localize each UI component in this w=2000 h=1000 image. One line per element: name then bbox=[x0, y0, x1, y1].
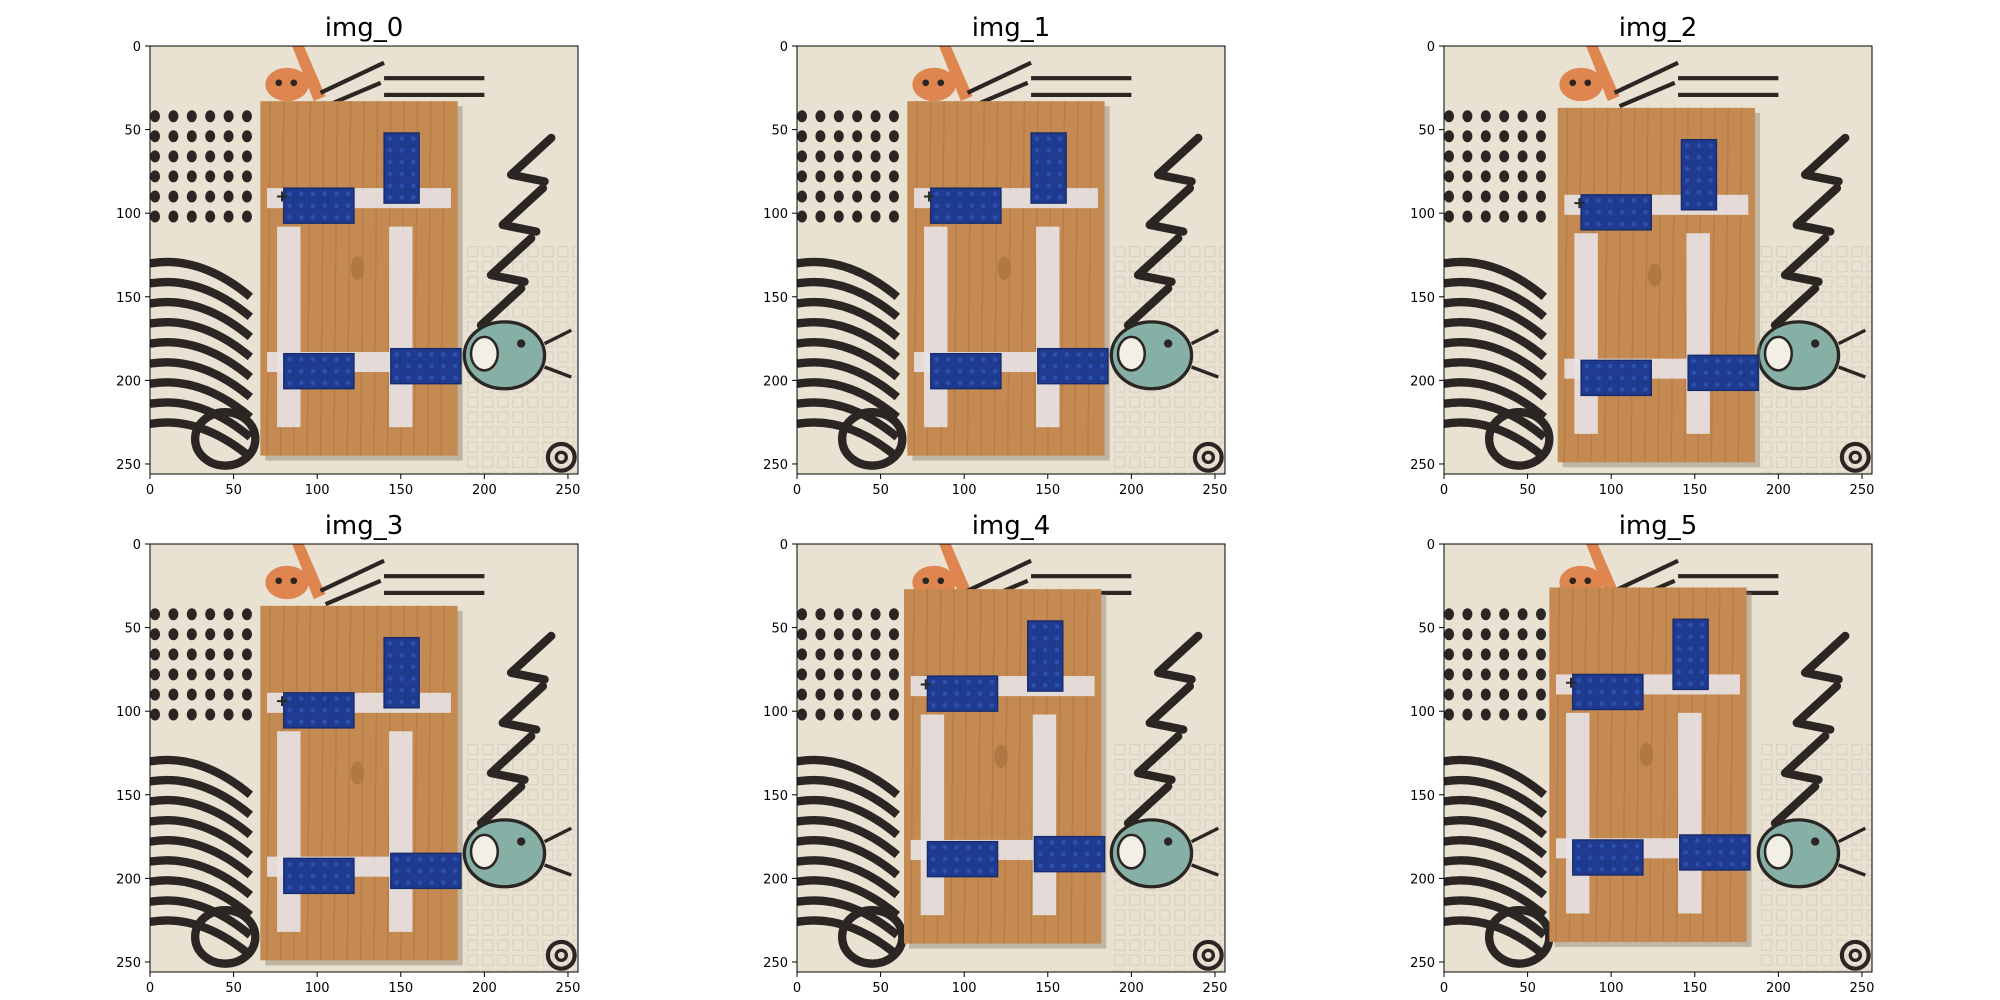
y-tick-label: 250 bbox=[116, 956, 141, 971]
axes-frame bbox=[796, 45, 1226, 475]
x-tick-label: 200 bbox=[1119, 483, 1144, 498]
y-tick-label: 200 bbox=[1410, 374, 1435, 389]
x-tick-label: 100 bbox=[1599, 981, 1624, 996]
x-tick-label: 150 bbox=[1035, 981, 1060, 996]
y-tick-label: 0 bbox=[133, 40, 141, 55]
y-tick-label: 0 bbox=[780, 538, 788, 553]
x-tick-label: 0 bbox=[793, 981, 801, 996]
y-tick-label: 200 bbox=[763, 374, 788, 389]
y-tick-label: 0 bbox=[1427, 538, 1435, 553]
y-tick-label: 100 bbox=[116, 705, 141, 720]
y-tick-label: 150 bbox=[116, 291, 141, 306]
panel-image bbox=[150, 544, 578, 972]
x-tick-label: 200 bbox=[1766, 483, 1791, 498]
x-tick-label: 200 bbox=[472, 981, 497, 996]
y-tick-label: 0 bbox=[1427, 40, 1435, 55]
x-tick-label: 150 bbox=[1682, 483, 1707, 498]
panel-image bbox=[150, 46, 578, 474]
axes-frame bbox=[149, 45, 579, 475]
y-tick-label: 50 bbox=[1418, 124, 1435, 139]
x-tick-label: 100 bbox=[952, 483, 977, 498]
y-tick-label: 50 bbox=[771, 622, 788, 637]
y-tick-label: 100 bbox=[763, 705, 788, 720]
x-tick-label: 100 bbox=[305, 981, 330, 996]
x-tick-label: 250 bbox=[1850, 483, 1875, 498]
y-tick-label: 100 bbox=[763, 207, 788, 222]
y-tick-label: 200 bbox=[116, 872, 141, 887]
x-tick-label: 250 bbox=[1850, 981, 1875, 996]
y-tick-label: 0 bbox=[133, 538, 141, 553]
y-tick-label: 250 bbox=[116, 458, 141, 473]
panel-title: img_0 bbox=[325, 13, 404, 43]
x-tick-label: 100 bbox=[1599, 483, 1624, 498]
y-tick-label: 250 bbox=[1410, 458, 1435, 473]
x-tick-label: 0 bbox=[793, 483, 801, 498]
x-tick-label: 0 bbox=[1440, 483, 1448, 498]
axes-frame bbox=[149, 543, 579, 973]
x-tick-label: 250 bbox=[556, 981, 581, 996]
y-tick-label: 200 bbox=[763, 872, 788, 887]
y-tick-label: 100 bbox=[1410, 705, 1435, 720]
y-tick-label: 150 bbox=[1410, 291, 1435, 306]
y-tick-label: 0 bbox=[780, 40, 788, 55]
axes-frame bbox=[796, 543, 1226, 973]
y-tick-label: 250 bbox=[1410, 956, 1435, 971]
y-tick-label: 50 bbox=[771, 124, 788, 139]
panel-title: img_1 bbox=[972, 13, 1051, 43]
y-tick-label: 250 bbox=[763, 956, 788, 971]
x-tick-label: 50 bbox=[225, 981, 242, 996]
x-tick-label: 200 bbox=[1119, 981, 1144, 996]
y-tick-label: 150 bbox=[116, 789, 141, 804]
x-tick-label: 200 bbox=[1766, 981, 1791, 996]
x-tick-label: 0 bbox=[146, 981, 154, 996]
y-tick-label: 100 bbox=[1410, 207, 1435, 222]
y-tick-label: 150 bbox=[1410, 789, 1435, 804]
y-tick-label: 100 bbox=[116, 207, 141, 222]
panel-title: img_3 bbox=[325, 511, 404, 541]
x-tick-label: 50 bbox=[872, 981, 889, 996]
y-tick-label: 50 bbox=[1418, 622, 1435, 637]
y-tick-label: 200 bbox=[1410, 872, 1435, 887]
panel-title: img_5 bbox=[1619, 511, 1698, 541]
x-tick-label: 50 bbox=[225, 483, 242, 498]
panel-title: img_2 bbox=[1619, 13, 1698, 43]
x-tick-label: 200 bbox=[472, 483, 497, 498]
panel-image bbox=[1444, 46, 1872, 474]
y-tick-label: 150 bbox=[763, 291, 788, 306]
x-tick-label: 100 bbox=[305, 483, 330, 498]
panel-image bbox=[797, 544, 1225, 972]
x-tick-label: 0 bbox=[146, 483, 154, 498]
y-tick-label: 50 bbox=[124, 622, 141, 637]
x-tick-label: 50 bbox=[1519, 981, 1536, 996]
y-tick-label: 200 bbox=[116, 374, 141, 389]
x-tick-label: 0 bbox=[1440, 981, 1448, 996]
panel-title: img_4 bbox=[972, 511, 1051, 541]
x-tick-label: 250 bbox=[1203, 981, 1228, 996]
x-tick-label: 50 bbox=[1519, 483, 1536, 498]
y-tick-label: 150 bbox=[763, 789, 788, 804]
y-tick-label: 250 bbox=[763, 458, 788, 473]
x-tick-label: 100 bbox=[952, 981, 977, 996]
x-tick-label: 250 bbox=[556, 483, 581, 498]
x-tick-label: 250 bbox=[1203, 483, 1228, 498]
x-tick-label: 150 bbox=[388, 483, 413, 498]
axes-frame bbox=[1443, 543, 1873, 973]
axes-frame bbox=[1443, 45, 1873, 475]
x-tick-label: 150 bbox=[388, 981, 413, 996]
x-tick-label: 50 bbox=[872, 483, 889, 498]
x-tick-label: 150 bbox=[1035, 483, 1060, 498]
y-tick-label: 50 bbox=[124, 124, 141, 139]
panel-image bbox=[1444, 544, 1872, 972]
x-tick-label: 150 bbox=[1682, 981, 1707, 996]
panel-image bbox=[797, 46, 1225, 474]
